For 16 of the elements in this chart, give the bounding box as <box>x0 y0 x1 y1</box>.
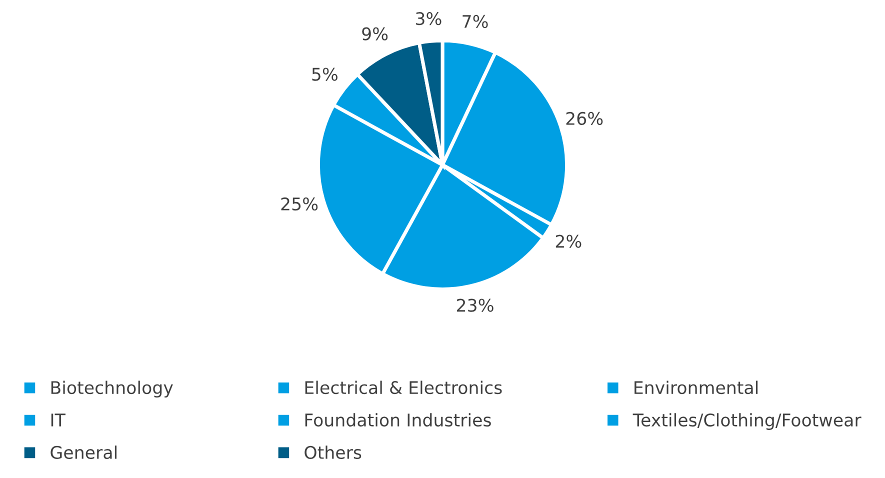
data-label: 25% <box>281 197 318 211</box>
legend-label: Foundation Industries <box>305 413 491 427</box>
data-label: 2% <box>556 234 582 248</box>
legend-label: IT <box>51 414 66 426</box>
data-label: 7% <box>462 14 488 28</box>
data-label: 3% <box>416 12 442 26</box>
data-label: 26% <box>566 112 603 126</box>
data-label: 9% <box>362 27 388 40</box>
data-label: 23% <box>457 298 494 312</box>
legend-label: Biotechnology <box>51 380 173 398</box>
data-label: 5% <box>312 68 338 81</box>
legend-label: Electrical & Electronics <box>305 380 502 394</box>
legend-label: General <box>50 446 116 460</box>
legend-label: Textiles/Clothing/Footwear <box>632 413 862 430</box>
legend-label: Others <box>304 446 362 460</box>
legend-label: Environmental <box>634 380 758 394</box>
